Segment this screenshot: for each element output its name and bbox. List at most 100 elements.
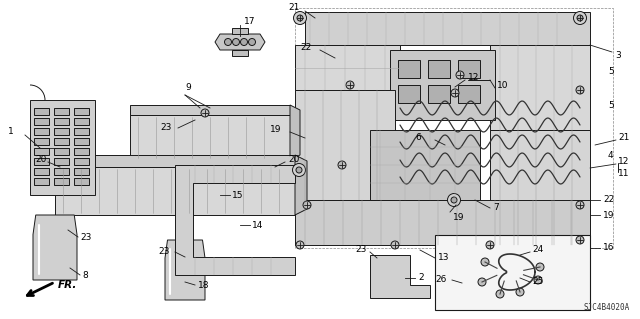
- Polygon shape: [130, 115, 290, 160]
- Bar: [34, 148, 49, 155]
- Text: 22: 22: [603, 196, 614, 204]
- Text: 26: 26: [435, 276, 446, 285]
- Bar: [34, 128, 49, 135]
- Text: 19: 19: [603, 211, 614, 219]
- Bar: [34, 118, 49, 125]
- Circle shape: [248, 39, 255, 46]
- Circle shape: [486, 241, 494, 249]
- Circle shape: [292, 164, 305, 176]
- Text: 10: 10: [497, 80, 509, 90]
- Polygon shape: [232, 50, 248, 56]
- Text: 19: 19: [270, 125, 282, 135]
- Circle shape: [451, 89, 459, 97]
- Text: 2: 2: [418, 273, 424, 283]
- Bar: [54, 128, 69, 135]
- Circle shape: [241, 39, 248, 46]
- Bar: [74, 138, 89, 145]
- Polygon shape: [165, 240, 205, 300]
- Circle shape: [447, 194, 461, 206]
- Text: 4: 4: [608, 151, 614, 160]
- Bar: [34, 138, 49, 145]
- Bar: [34, 168, 49, 175]
- Circle shape: [536, 263, 544, 271]
- Bar: [54, 138, 69, 145]
- Circle shape: [296, 14, 304, 22]
- Bar: [34, 158, 49, 165]
- Bar: [458, 60, 480, 78]
- Circle shape: [516, 288, 524, 296]
- Polygon shape: [490, 45, 590, 130]
- Circle shape: [338, 161, 346, 169]
- Text: 6: 6: [415, 133, 420, 143]
- Circle shape: [496, 290, 504, 298]
- Text: 21: 21: [618, 133, 629, 143]
- Polygon shape: [215, 34, 265, 50]
- Circle shape: [303, 201, 311, 209]
- Text: 12: 12: [468, 73, 479, 83]
- Text: 17: 17: [244, 18, 255, 26]
- Bar: [54, 148, 69, 155]
- Circle shape: [576, 201, 584, 209]
- Circle shape: [297, 15, 303, 21]
- Text: 18: 18: [198, 280, 209, 290]
- Text: 11: 11: [618, 169, 630, 179]
- Bar: [74, 148, 89, 155]
- Bar: [54, 108, 69, 115]
- Circle shape: [296, 241, 304, 249]
- Text: SJC4B4020A: SJC4B4020A: [584, 303, 630, 312]
- Bar: [398, 60, 420, 78]
- Text: 16: 16: [603, 243, 614, 253]
- Circle shape: [296, 167, 302, 173]
- Circle shape: [294, 11, 307, 25]
- Bar: [74, 158, 89, 165]
- Circle shape: [225, 39, 232, 46]
- Polygon shape: [33, 215, 77, 280]
- Circle shape: [577, 15, 583, 21]
- Polygon shape: [295, 200, 590, 245]
- Bar: [428, 60, 450, 78]
- Polygon shape: [305, 12, 590, 45]
- Circle shape: [391, 241, 399, 249]
- Polygon shape: [175, 165, 295, 275]
- Circle shape: [451, 197, 457, 203]
- Circle shape: [232, 39, 239, 46]
- Bar: [54, 118, 69, 125]
- Bar: [74, 178, 89, 185]
- Text: 21: 21: [288, 4, 300, 12]
- Bar: [435, 235, 590, 310]
- Text: 1: 1: [8, 128, 13, 137]
- Text: 13: 13: [438, 254, 449, 263]
- Polygon shape: [30, 100, 95, 195]
- Text: 23: 23: [158, 248, 170, 256]
- Circle shape: [346, 81, 354, 89]
- Polygon shape: [232, 28, 248, 34]
- Bar: [34, 108, 49, 115]
- Text: 23: 23: [80, 233, 92, 241]
- Text: 19: 19: [453, 213, 465, 222]
- Bar: [34, 178, 49, 185]
- Circle shape: [573, 11, 586, 25]
- Text: 14: 14: [252, 220, 264, 229]
- Polygon shape: [390, 50, 495, 120]
- Polygon shape: [290, 105, 300, 160]
- Polygon shape: [295, 155, 307, 215]
- Bar: [428, 85, 450, 103]
- Text: 15: 15: [232, 190, 243, 199]
- Polygon shape: [370, 255, 430, 298]
- Text: 25: 25: [532, 278, 543, 286]
- Text: 7: 7: [493, 204, 499, 212]
- Bar: [54, 168, 69, 175]
- Text: 5: 5: [608, 100, 614, 109]
- Bar: [74, 128, 89, 135]
- Text: 24: 24: [532, 246, 543, 255]
- Polygon shape: [370, 130, 480, 200]
- Circle shape: [576, 236, 584, 244]
- Polygon shape: [55, 167, 295, 215]
- Text: 12: 12: [618, 158, 629, 167]
- Circle shape: [478, 278, 486, 286]
- Circle shape: [481, 258, 489, 266]
- Bar: [74, 118, 89, 125]
- Bar: [398, 85, 420, 103]
- Bar: [54, 158, 69, 165]
- Circle shape: [576, 86, 584, 94]
